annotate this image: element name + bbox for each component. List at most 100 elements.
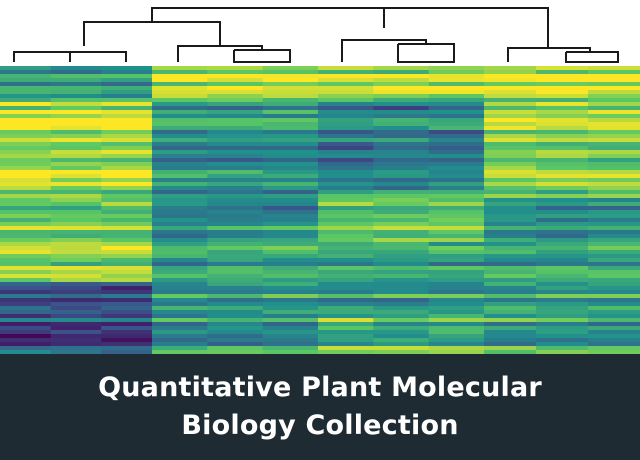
heatmap-cell: [484, 98, 537, 103]
heatmap-cell: [318, 66, 374, 71]
heatmap-cell: [152, 302, 208, 307]
heatmap-cell: [428, 242, 485, 247]
heatmap-cell: [318, 342, 374, 347]
heatmap-cell: [101, 110, 153, 115]
heatmap-cell: [428, 94, 485, 99]
heatmap-cell: [484, 314, 537, 319]
heatmap-cell: [262, 138, 319, 143]
heatmap-cell: [101, 166, 153, 171]
heatmap-cell: [318, 298, 374, 303]
heatmap-cell: [536, 150, 589, 155]
heatmap-cell: [101, 270, 153, 275]
heatmap-cell: [152, 206, 208, 211]
heatmap-cell: [536, 286, 589, 291]
heatmap-cell: [0, 118, 52, 123]
heatmap-cell: [50, 158, 102, 163]
heatmap-cell: [262, 90, 319, 95]
heatmap-cell: [50, 126, 102, 131]
heatmap-cell: [50, 122, 102, 127]
heatmap-cell: [0, 70, 52, 75]
heatmap-cell: [262, 182, 319, 187]
heatmap-cell: [373, 234, 430, 239]
heatmap-cell: [101, 322, 153, 327]
heatmap-cell: [50, 278, 102, 283]
heatmap-cell: [101, 90, 153, 95]
heatmap-cell: [484, 158, 537, 163]
heatmap-cell: [428, 170, 485, 175]
heatmap-cell: [536, 270, 589, 275]
heatmap-cell: [373, 214, 430, 219]
heatmap-cell: [588, 178, 640, 183]
heatmap-cell: [484, 214, 537, 219]
heatmap-cell: [318, 346, 374, 351]
heatmap-cell: [50, 118, 102, 123]
heatmap-cell: [101, 178, 153, 183]
heatmap-cell: [101, 246, 153, 251]
heatmap-cell: [373, 250, 430, 255]
heatmap-cell: [318, 222, 374, 227]
heatmap-cell: [318, 246, 374, 251]
heatmap-cell: [588, 310, 640, 315]
heatmap-cell: [588, 306, 640, 311]
heatmap-cell: [318, 242, 374, 247]
heatmap-cell: [588, 234, 640, 239]
dendrogram-cluster-2-link: [177, 45, 263, 62]
heatmap-cell: [262, 198, 319, 203]
heatmap-cell: [484, 122, 537, 127]
heatmap-cell: [207, 98, 264, 103]
heatmap-cell: [588, 258, 640, 263]
heatmap-cell: [484, 90, 537, 95]
heatmap-cell: [373, 170, 430, 175]
heatmap-cell: [318, 94, 374, 99]
heatmap-cell: [207, 350, 264, 354]
heatmap-cell: [428, 274, 485, 279]
heatmap-cell: [484, 254, 537, 259]
heatmap-cell: [101, 86, 153, 91]
heatmap-cell: [0, 338, 52, 343]
heatmap-cell: [536, 206, 589, 211]
heatmap-cell: [536, 290, 589, 295]
heatmap-cell: [536, 162, 589, 167]
heatmap-cell: [101, 186, 153, 191]
heatmap-cell: [207, 322, 264, 327]
heatmap-cell: [373, 314, 430, 319]
heatmap-cell: [262, 114, 319, 119]
heatmap-cell: [373, 302, 430, 307]
heatmap-cell: [373, 106, 430, 111]
heatmap-cell: [101, 118, 153, 123]
heatmap-cell: [373, 86, 430, 91]
heatmap-cell: [262, 206, 319, 211]
heatmap-cell: [0, 130, 52, 135]
heatmap-cell: [152, 226, 208, 231]
heatmap-cell: [428, 78, 485, 83]
heatmap-cell: [373, 222, 430, 227]
heatmap-cell: [101, 266, 153, 271]
heatmap-cell: [262, 210, 319, 215]
heatmap-cell: [262, 110, 319, 115]
heatmap-cell: [484, 118, 537, 123]
heatmap-cell: [0, 142, 52, 147]
heatmap-cell: [428, 134, 485, 139]
heatmap-cell: [0, 330, 52, 335]
heatmap-cell: [373, 78, 430, 83]
heatmap-cell: [373, 94, 430, 99]
heatmap-cell: [0, 294, 52, 299]
heatmap-cell: [373, 202, 430, 207]
heatmap-cell: [428, 110, 485, 115]
heatmap-cell: [152, 286, 208, 291]
heatmap-cell: [536, 174, 589, 179]
heatmap-cell: [588, 274, 640, 279]
heatmap-cell: [207, 246, 264, 251]
heatmap-cell: [373, 266, 430, 271]
heatmap-cell: [0, 250, 52, 255]
heatmap-cell: [373, 274, 430, 279]
heatmap-cell: [373, 110, 430, 115]
heatmap-cell: [484, 146, 537, 151]
heatmap-cell: [152, 158, 208, 163]
heatmap-cell: [588, 318, 640, 323]
heatmap-cell: [0, 158, 52, 163]
heatmap-cell: [0, 114, 52, 119]
heatmap-cell: [101, 234, 153, 239]
heatmap-cell: [588, 322, 640, 327]
